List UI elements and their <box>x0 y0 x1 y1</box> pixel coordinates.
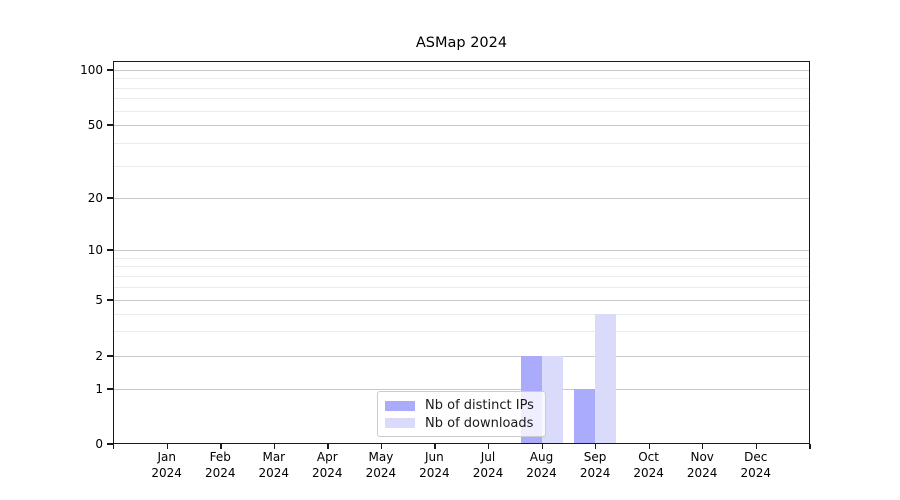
x-tick-label: Sep 2024 <box>579 450 611 480</box>
x-axis-tick <box>434 444 436 449</box>
y-gridline-major <box>114 198 809 199</box>
x-axis-tick <box>166 444 168 449</box>
y-axis-tick <box>107 69 113 71</box>
y-gridline-minor <box>114 110 809 112</box>
x-tick-label: Jan 2024 <box>151 450 182 480</box>
legend: Nb of distinct IPs Nb of downloads <box>377 391 546 437</box>
x-axis-tick <box>648 444 650 449</box>
x-tick-label: Jul 2024 <box>472 450 504 480</box>
x-tick-label: May 2024 <box>365 450 397 480</box>
y-gridline-minor <box>114 266 809 268</box>
legend-label-downloads: Nb of downloads <box>425 415 534 431</box>
y-gridline-major <box>114 125 809 126</box>
y-gridline-minor <box>114 87 809 89</box>
y-gridline-major <box>114 250 809 251</box>
x-axis-tick <box>273 444 276 449</box>
x-axis-tick <box>595 444 597 449</box>
y-gridline-major <box>114 300 809 301</box>
y-tick-label: 0 <box>95 436 103 451</box>
y-axis-tick <box>107 299 113 301</box>
x-axis-tick <box>541 444 543 449</box>
y-tick-label: 100 <box>80 62 103 77</box>
y-gridline-major <box>114 70 809 71</box>
x-axis-tick <box>488 444 490 449</box>
y-tick-label: 20 <box>87 190 103 205</box>
y-gridline-minor <box>114 78 809 80</box>
y-gridline-minor <box>114 275 809 277</box>
x-axis-tick <box>809 444 811 449</box>
y-gridline-minor <box>114 313 809 315</box>
y-gridline-minor <box>114 286 809 288</box>
x-axis-tick <box>113 444 115 449</box>
x-tick-label: Oct 2024 <box>633 450 664 480</box>
legend-label-distinct-ips: Nb of distinct IPs <box>425 398 534 414</box>
x-tick-label: Jun 2024 <box>419 450 450 480</box>
y-tick-label: 10 <box>87 242 103 257</box>
x-axis-tick <box>327 444 329 449</box>
bar-downloads <box>595 313 617 444</box>
y-axis-tick <box>107 249 113 251</box>
plot-area <box>113 61 810 444</box>
y-gridline-minor <box>114 257 809 259</box>
y-gridline-minor <box>114 165 809 167</box>
y-tick-label: 50 <box>87 117 103 132</box>
y-gridline-minor <box>114 98 809 100</box>
x-axis-tick <box>702 444 704 449</box>
y-tick-label: 5 <box>95 292 103 307</box>
x-tick-label: Feb 2024 <box>205 450 236 480</box>
legend-swatch-downloads <box>385 418 415 429</box>
y-axis-tick <box>107 443 113 445</box>
bar-distinct-ips <box>574 389 596 444</box>
legend-swatch-distinct-ips <box>385 400 415 411</box>
legend-item-distinct-ips: Nb of distinct IPs <box>385 397 537 415</box>
y-gridline-minor <box>114 142 809 144</box>
bar-downloads <box>541 356 563 444</box>
y-tick-label: 2 <box>95 348 103 363</box>
y-axis-tick <box>107 388 113 390</box>
x-axis-tick <box>755 444 758 449</box>
y-axis-tick <box>107 124 113 126</box>
legend-item-downloads: Nb of downloads <box>385 415 537 433</box>
y-axis-tick <box>107 355 113 357</box>
x-tick-label: Aug 2024 <box>526 450 557 480</box>
x-tick-label: Mar 2024 <box>258 450 290 480</box>
y-gridline-major <box>114 356 809 357</box>
x-tick-label: Nov 2024 <box>686 450 718 480</box>
y-tick-label: 1 <box>95 381 103 396</box>
y-gridline-major <box>114 389 809 390</box>
x-axis-tick <box>220 444 222 449</box>
x-axis-tick <box>380 444 383 449</box>
x-tick-label: Apr 2024 <box>312 450 343 480</box>
x-tick-label: Dec 2024 <box>740 450 772 480</box>
y-axis-tick <box>107 197 113 199</box>
y-gridline-minor <box>114 331 809 333</box>
chart-title: ASMap 2024 <box>415 35 508 51</box>
